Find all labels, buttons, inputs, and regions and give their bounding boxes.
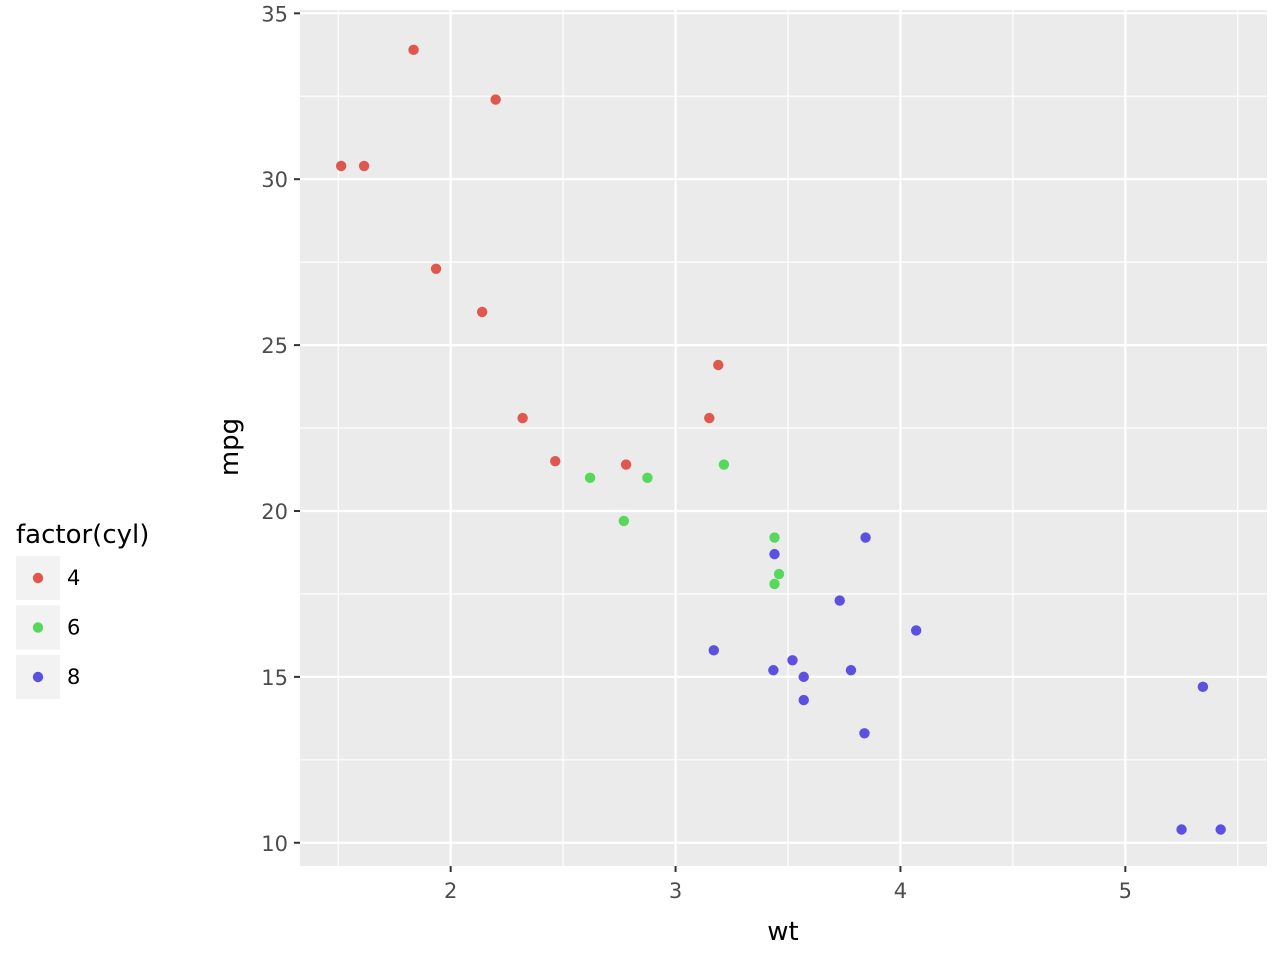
legend-title: factor(cyl)	[16, 520, 149, 550]
data-point	[713, 359, 724, 371]
data-point	[358, 160, 370, 172]
data-point	[834, 595, 845, 606]
data-point	[910, 625, 922, 636]
data-point	[335, 160, 347, 172]
x-tick-label: 5	[1119, 879, 1132, 903]
y-tick-label: 25	[261, 334, 288, 358]
y-axis: 10 15 20 25 30 35	[261, 2, 300, 856]
x-tick-label: 3	[669, 879, 682, 903]
minor-grid	[300, 10, 1267, 866]
x-axis: 2 3 4 5	[444, 866, 1132, 903]
major-grid	[300, 10, 1267, 866]
data-point	[768, 665, 779, 676]
data-point	[517, 412, 528, 424]
data-point	[859, 728, 870, 739]
data-point	[798, 694, 809, 706]
data-point	[708, 645, 719, 656]
y-tick-label: 10	[261, 832, 288, 856]
data-points	[335, 44, 1226, 835]
data-point	[845, 665, 857, 676]
data-point	[490, 94, 501, 105]
data-point	[787, 655, 798, 666]
data-point	[798, 671, 809, 683]
data-point	[773, 568, 785, 580]
y-axis-title: mpg	[215, 418, 245, 476]
y-tick-label: 35	[261, 2, 288, 26]
plot-panel	[300, 10, 1267, 866]
legend: factor(cyl) 4 6 8	[16, 520, 149, 699]
legend-swatch	[32, 572, 44, 584]
data-point	[1215, 824, 1226, 835]
data-point	[1176, 824, 1187, 835]
data-point	[1197, 681, 1209, 693]
data-point	[618, 515, 630, 527]
legend-label: 6	[67, 616, 80, 640]
y-tick-label: 30	[261, 168, 288, 192]
data-point	[769, 548, 780, 560]
data-point	[718, 459, 730, 470]
data-point	[620, 459, 632, 470]
x-tick-label: 4	[894, 879, 907, 903]
data-point	[860, 532, 871, 543]
data-point	[642, 472, 653, 484]
data-point	[769, 532, 780, 543]
data-point	[584, 472, 596, 484]
data-point	[476, 306, 488, 318]
y-tick-label: 15	[261, 666, 288, 690]
y-tick-label: 20	[261, 500, 288, 524]
legend-label: 8	[67, 665, 80, 689]
x-tick-label: 2	[444, 879, 457, 903]
legend-swatch	[32, 671, 44, 683]
data-point	[704, 412, 715, 424]
x-axis-title: wt	[767, 917, 798, 947]
data-point	[550, 456, 561, 467]
data-point	[408, 44, 419, 56]
legend-swatch	[32, 622, 44, 633]
data-point	[769, 578, 780, 590]
legend-label: 4	[67, 566, 80, 590]
data-point	[430, 263, 442, 274]
